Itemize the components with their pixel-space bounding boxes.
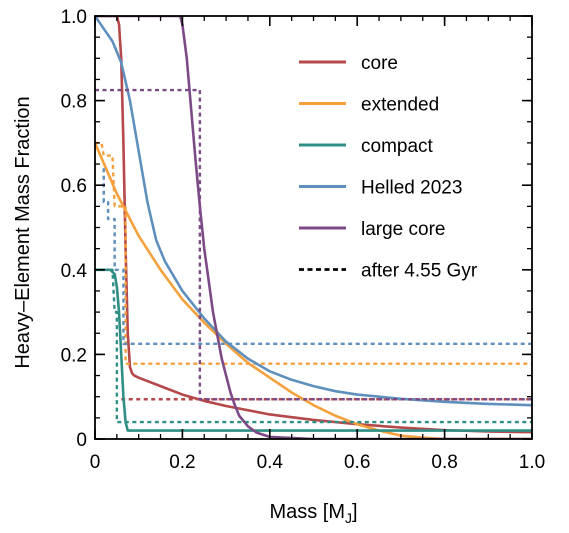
series-line-helled-2023: [95, 16, 532, 407]
x-tick-label: 0.2: [169, 452, 195, 473]
x-tick-label: 0.4: [257, 452, 284, 473]
series-line-helled-2023-evolved: [102, 168, 532, 346]
legend-label-helled-2023: Helled 2023: [361, 178, 462, 199]
x-tick-label: 1.0: [519, 452, 545, 473]
x-tick-label: 0.8: [431, 452, 457, 473]
y-axis-label: Heavy–Element Mass Fraction: [12, 96, 34, 368]
y-tick-label: 1.0: [61, 7, 87, 28]
legend-label-core: core: [361, 53, 398, 74]
x-axis-label-subscript: J: [345, 510, 352, 526]
ticks-layer: 0 0.2 0.4 0.6 0.8 1.0 0 0.2 0.4 0.6 0.8 1.0: [61, 7, 546, 473]
series-line-large-core-evolved: [95, 88, 532, 401]
x-axis-label: Mass [MJ]: [269, 501, 357, 526]
series-line-extended-evolved: [95, 141, 532, 365]
legend-label-after-4-55-gyr: after 4.55 Gyr: [361, 261, 478, 282]
x-axis-label-main: Mass [M: [269, 501, 345, 523]
y-tick-label: 0: [76, 430, 87, 451]
x-axis-label-close: ]: [352, 501, 358, 523]
y-tick-label: 0.8: [61, 92, 87, 113]
legend-label-large-core: large core: [361, 219, 446, 240]
series-line-compact: [95, 268, 532, 432]
x-tick-label: 0.6: [344, 452, 370, 473]
y-tick-label: 0.2: [61, 345, 87, 366]
legend: core extended compact Helled 2023 large core…: [299, 53, 478, 282]
x-tick-label: 0: [90, 452, 101, 473]
legend-label-compact: compact: [361, 136, 434, 157]
legend-label-extended: extended: [361, 95, 439, 116]
y-tick-label: 0.4: [61, 261, 88, 282]
series-line-compact-evolved: [95, 268, 532, 424]
y-tick-label: 0.6: [61, 176, 87, 197]
series-line-core: [95, 16, 532, 434]
